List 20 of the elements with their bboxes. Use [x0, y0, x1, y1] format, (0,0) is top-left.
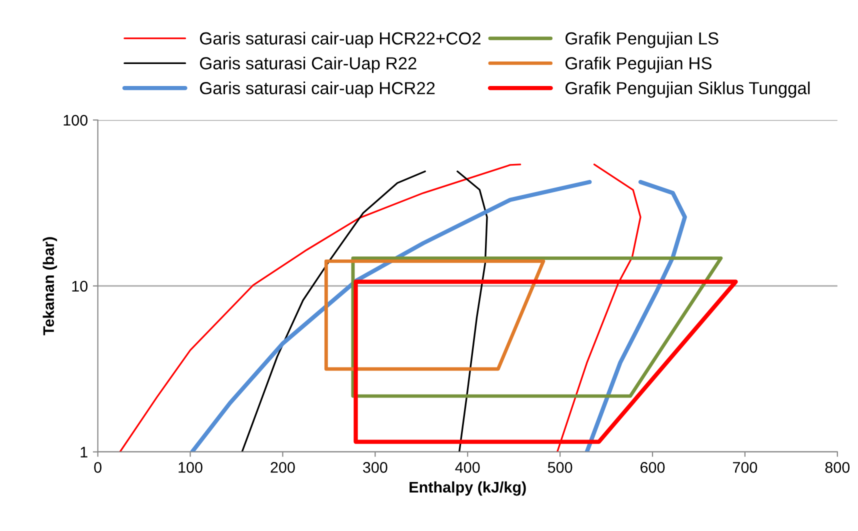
x-tick-label: 300 — [363, 462, 388, 473]
x-tick-label: 800 — [825, 462, 850, 473]
y-tick-label: 10 — [72, 280, 88, 292]
x-tick-label: 100 — [178, 462, 202, 473]
y-axis-title: Tekanan (bar) — [42, 237, 58, 336]
legend-label: Grafik Pegujian HS — [566, 56, 712, 73]
x-tick-label: 400 — [455, 462, 480, 473]
legend-label: Garis saturasi Cair-Uap R22 — [200, 56, 416, 73]
x-tick-label: 0 — [94, 462, 102, 473]
legend-label: Grafik Pengujian Siklus Tunggal — [566, 82, 810, 98]
x-tick-label: 700 — [733, 462, 758, 473]
legend-label: Garis saturasi cair-uap HCR22 — [200, 82, 435, 98]
x-tick-label: 600 — [640, 462, 665, 473]
x-axis-title: Enthalpy (kJ/kg) — [410, 481, 526, 496]
y-tick-label: 100 — [64, 114, 88, 126]
y-tick-label: 1 — [80, 446, 88, 458]
x-tick-label: 200 — [270, 462, 295, 473]
legend-label: Grafik Pengujian LS — [566, 32, 718, 48]
x-tick-label: 500 — [548, 462, 572, 473]
legend-label: Garis saturasi cair-uap HCR22+CO2 — [200, 32, 480, 48]
